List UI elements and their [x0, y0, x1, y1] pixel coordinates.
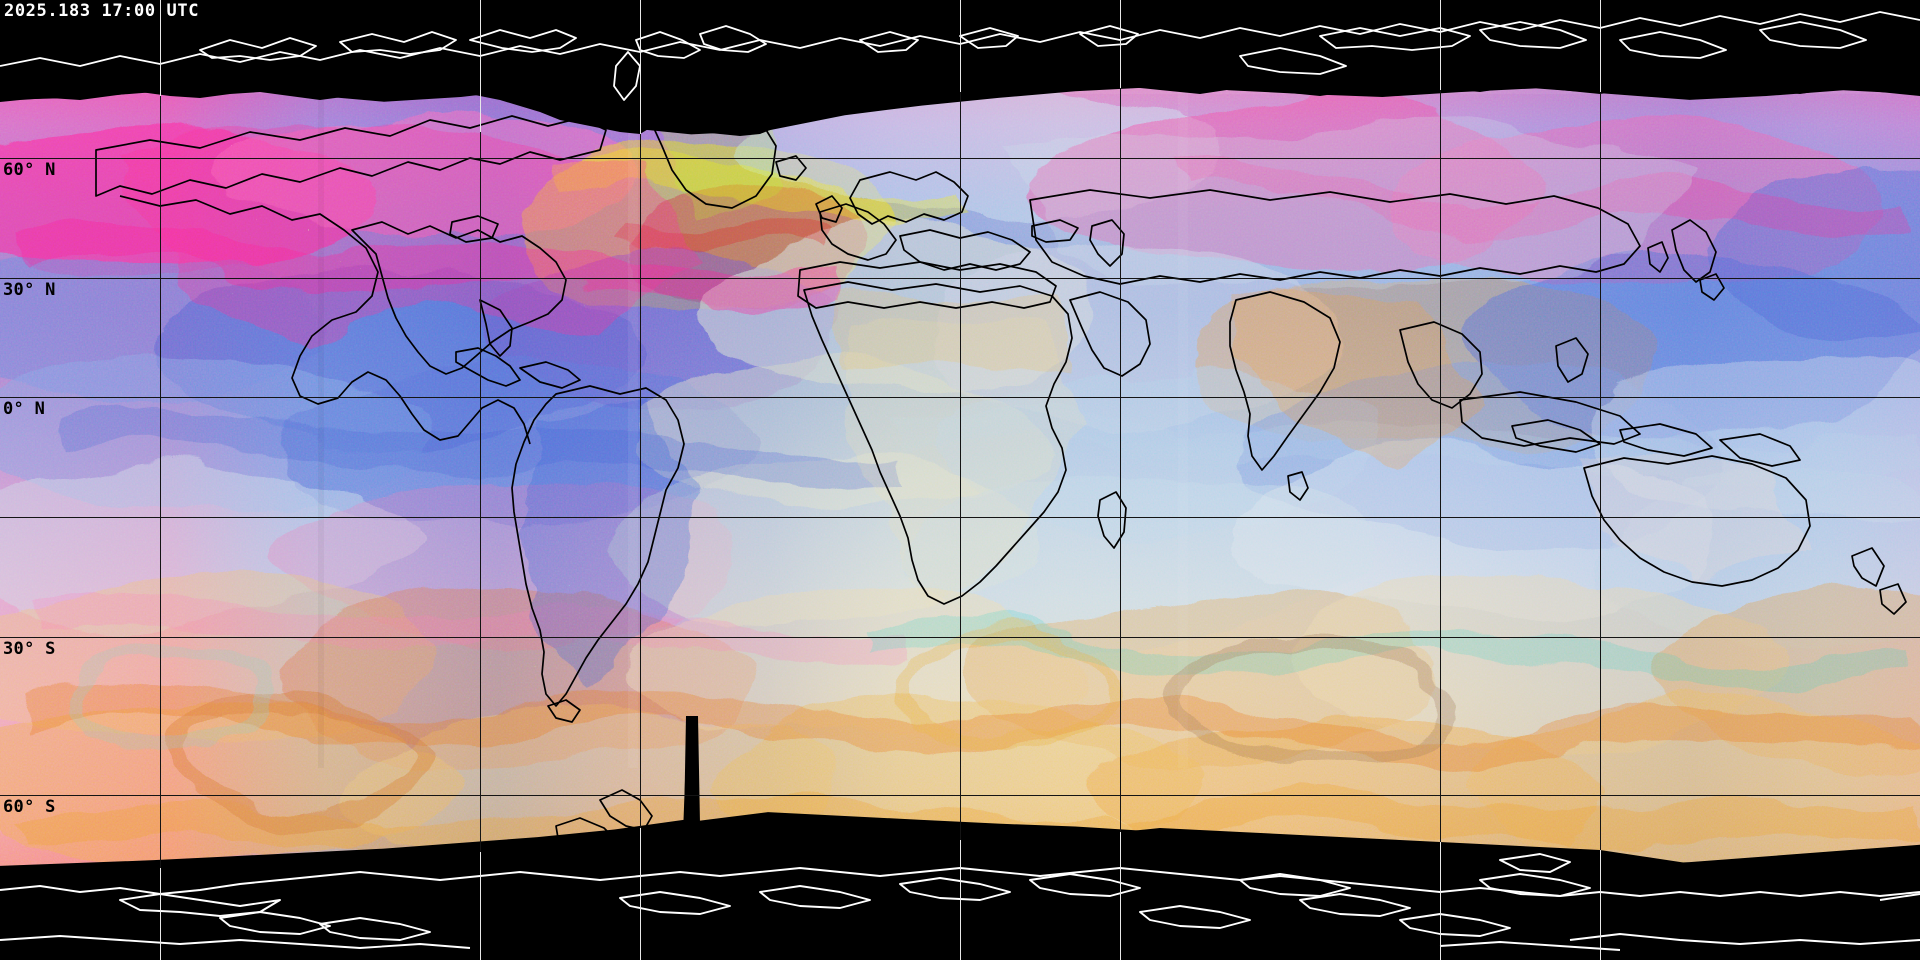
latitude-label-0n: 0° N: [3, 399, 46, 419]
latitude-label-60s: 60° S: [3, 797, 56, 817]
timestamp-label: 2025.183 17:00 UTC: [4, 1, 200, 21]
latitude-label-30s: 30° S: [3, 639, 56, 659]
latitude-label-60n: 60° N: [3, 160, 56, 180]
latitude-label-30n: 30° N: [3, 280, 56, 300]
